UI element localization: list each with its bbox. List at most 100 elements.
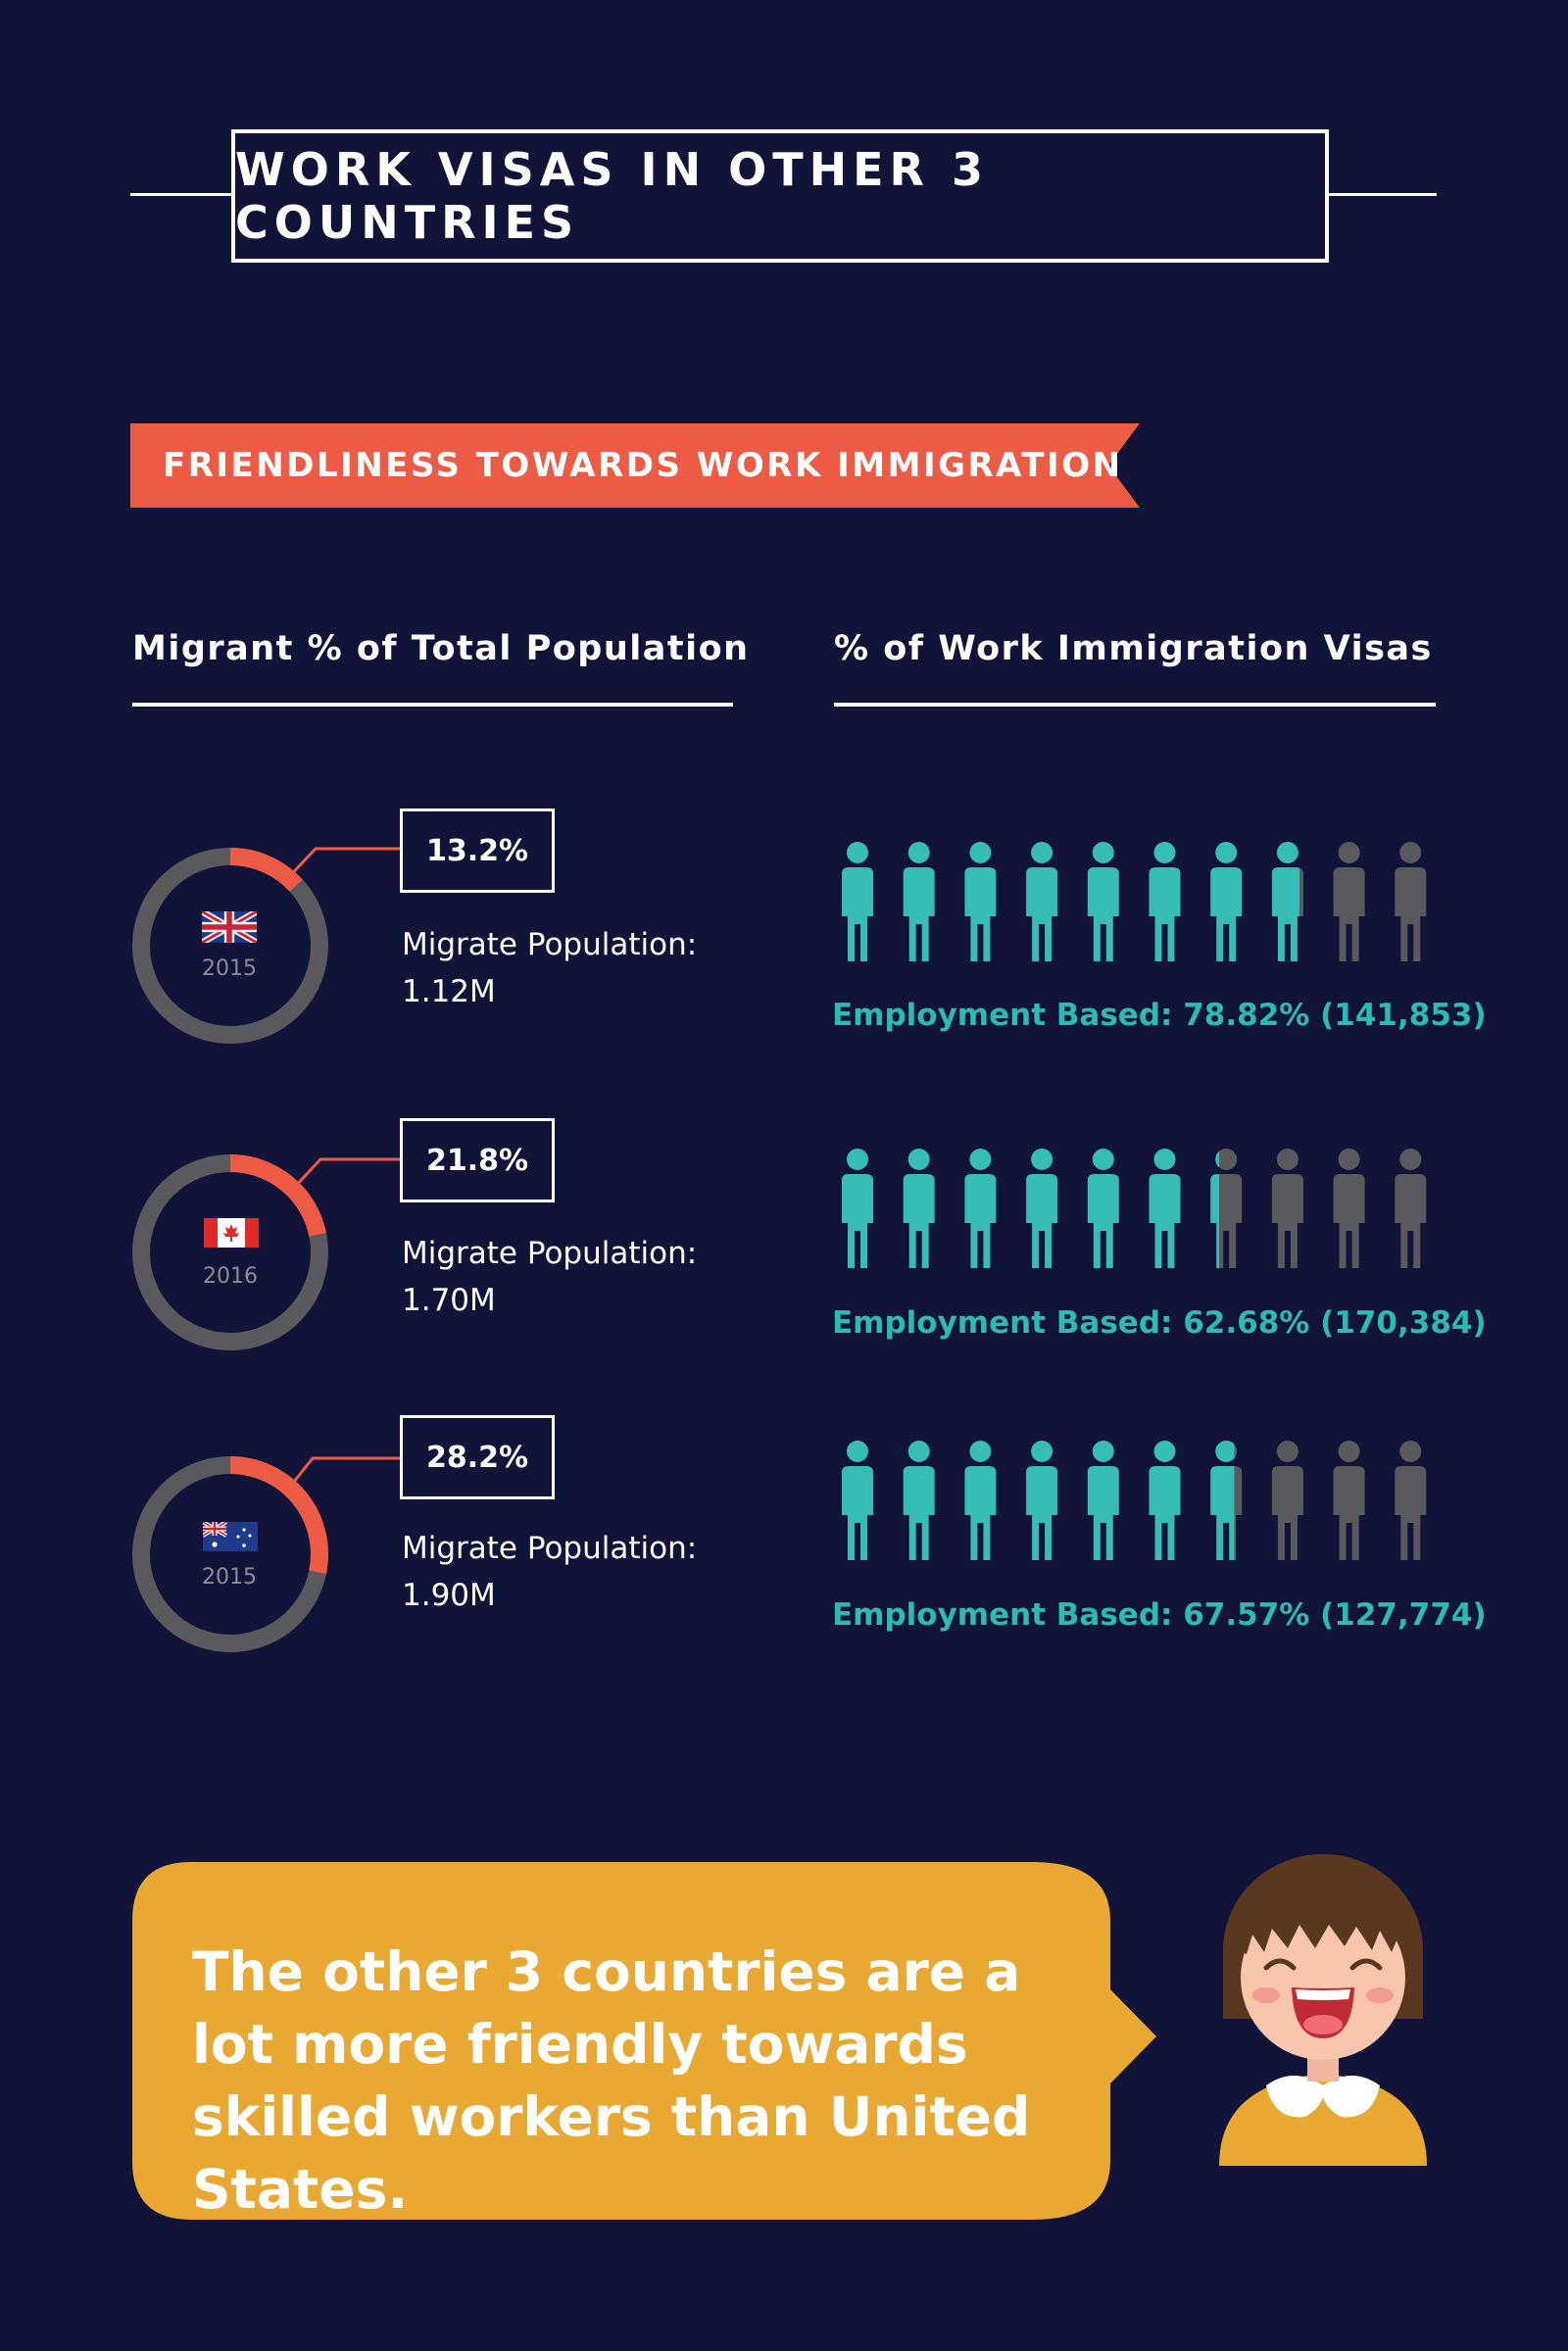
person-body (1087, 867, 1119, 961)
migrate-population-label: Migrate Population: (402, 1531, 698, 1566)
donut-value-arc (229, 1154, 326, 1237)
person-icon (1271, 1441, 1303, 1560)
migrate-population: Migrate Population: 1.12M (402, 921, 697, 1015)
person-icon (1333, 1149, 1365, 1268)
person-body (1087, 1466, 1119, 1560)
person-head (1399, 1441, 1422, 1462)
uk-flag-icon (202, 911, 257, 943)
person-icon (964, 1149, 997, 1268)
person-head (1031, 1149, 1054, 1170)
person-head (907, 1149, 930, 1170)
person-icon (964, 1441, 997, 1560)
person-icon (1395, 1149, 1427, 1268)
person-body (1333, 1174, 1365, 1268)
person-body (842, 867, 873, 961)
migrate-population: Migrate Population: 1.90M (402, 1525, 697, 1619)
person-icon (1271, 842, 1303, 961)
person-head (847, 1441, 868, 1462)
bubble-message: The other 3 countries are a lot more fri… (192, 1940, 1031, 2221)
person-body (903, 1466, 935, 1560)
person-head (1153, 1441, 1176, 1462)
people-pictogram (842, 842, 1427, 961)
person-icon (1210, 1149, 1243, 1268)
migrant-percent-box: 21.8% (400, 1118, 555, 1202)
migrate-population-label: Migrate Population: (402, 1236, 698, 1271)
person-icon (903, 1149, 935, 1268)
person-head (1276, 842, 1298, 863)
title-box: WORK VISAS IN OTHER 3 COUNTRIES (231, 129, 1329, 263)
person-head (969, 1149, 992, 1170)
person-head (1215, 1441, 1238, 1462)
person-head (847, 842, 868, 863)
person-body (1333, 1466, 1365, 1560)
person-icon (1026, 842, 1058, 961)
person-body (1210, 867, 1243, 961)
person-body (1395, 1466, 1427, 1560)
person-icon (1149, 1149, 1181, 1268)
person-body (1149, 1174, 1181, 1268)
person-head (1153, 1149, 1176, 1170)
donut-chart (132, 848, 328, 1044)
person-head (1092, 1441, 1114, 1462)
person-body (842, 1466, 873, 1560)
migrant-percent-box: 13.2% (400, 808, 555, 893)
person-body (964, 1466, 997, 1560)
person-icon (1210, 842, 1243, 961)
person-icon (842, 1441, 873, 1560)
person-icon (1087, 1149, 1119, 1268)
person-head (1276, 1441, 1298, 1462)
australia-flag-icon (203, 1522, 258, 1551)
person-body (903, 1174, 935, 1268)
person-icon (1087, 1441, 1119, 1560)
donut-chart (132, 1456, 328, 1652)
person-head (1399, 842, 1422, 863)
migrate-population: Migrate Population: 1.70M (402, 1230, 697, 1324)
ribbon-banner (130, 423, 1140, 508)
person-icon (903, 1441, 935, 1560)
person-body (1026, 1174, 1058, 1268)
person-body (1395, 1174, 1427, 1268)
person-icon (1395, 842, 1427, 961)
person-head (1031, 1441, 1054, 1462)
employment-based-label: Employment Based: 62.68% (170,384) (832, 1305, 1487, 1341)
person-icon (842, 842, 873, 961)
person-head (969, 1441, 992, 1462)
year-label: 2015 (202, 1565, 257, 1590)
person-head (1399, 1149, 1422, 1170)
person-body (1271, 1174, 1303, 1268)
person-body (1026, 1466, 1058, 1560)
person-icon (1210, 1441, 1243, 1560)
person-icon (1149, 1441, 1181, 1560)
person-icon (1026, 1441, 1058, 1560)
person-icon (1087, 842, 1119, 961)
person-head (1215, 1149, 1238, 1170)
person-head (847, 1149, 868, 1170)
person-body (1210, 1466, 1243, 1560)
right-column-rule (834, 703, 1436, 707)
page-title: WORK VISAS IN OTHER 3 COUNTRIES (235, 143, 989, 249)
person-body (1395, 867, 1427, 961)
callout-line (294, 1456, 402, 1483)
donut-value-arc (229, 1456, 328, 1574)
person-head (1031, 842, 1054, 863)
person-body (1333, 867, 1365, 961)
people-pictogram (842, 1149, 1427, 1268)
ribbon-label: FRIENDLINESS TOWARDS WORK IMMIGRATION (163, 446, 1123, 485)
person-head (1276, 1149, 1298, 1170)
person-head (907, 1441, 930, 1462)
migrant-percent-box: 28.2% (400, 1415, 555, 1499)
migrate-population-value: 1.70M (402, 1283, 496, 1318)
person-head (1338, 1441, 1360, 1462)
person-body (1271, 1466, 1303, 1560)
canada-flag-icon (204, 1218, 259, 1248)
person-body (1026, 867, 1058, 961)
right-column-header: % of Work Immigration Visas (834, 629, 1433, 668)
person-icon (903, 842, 935, 961)
title-right-line (1329, 193, 1437, 196)
person-body (1271, 867, 1303, 961)
donut-value-arc (229, 848, 303, 892)
year-label: 2015 (202, 956, 257, 981)
title-left-line (130, 193, 231, 196)
migrate-population-label: Migrate Population: (402, 927, 698, 962)
person-icon (964, 842, 997, 961)
